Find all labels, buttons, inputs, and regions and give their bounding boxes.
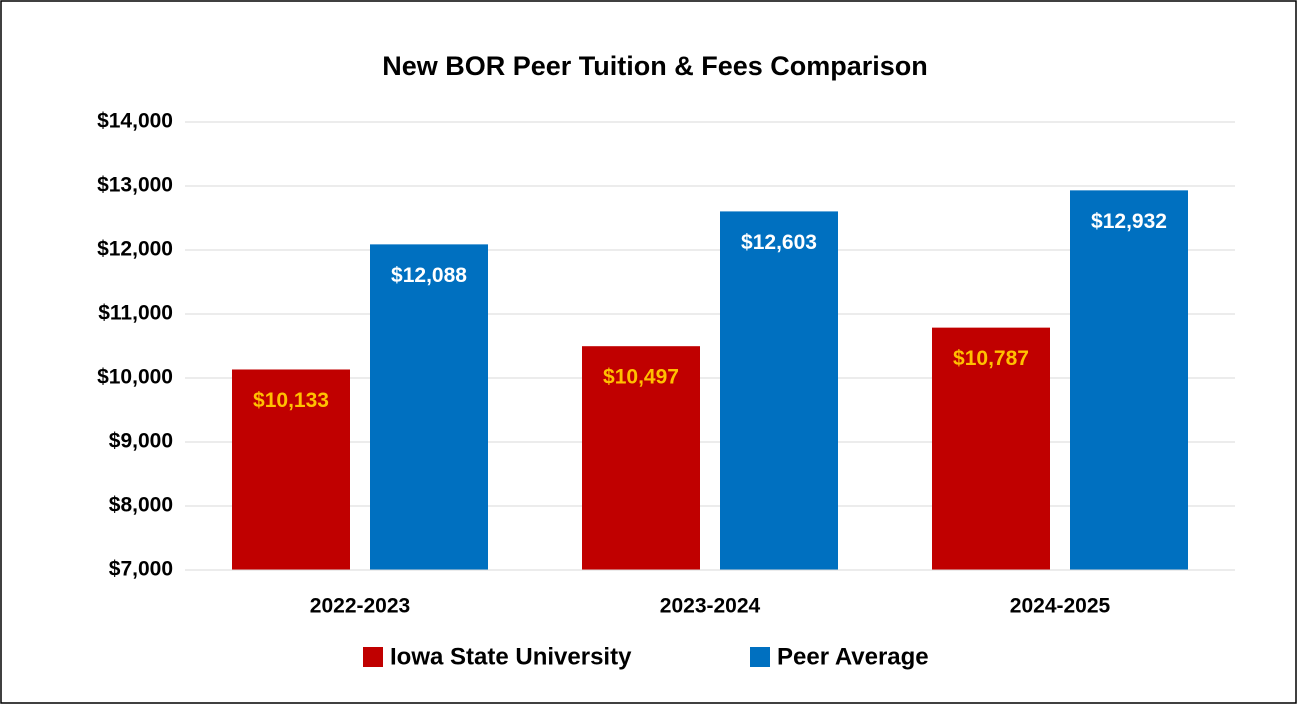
bar (232, 369, 350, 570)
data-label: $12,603 (741, 231, 817, 254)
x-tick-label: 2023-2024 (660, 595, 761, 618)
data-label: $10,497 (603, 366, 679, 389)
bar (720, 211, 838, 570)
bar (582, 346, 700, 570)
y-tick-label: $13,000 (97, 174, 173, 197)
x-tick-label: 2022-2023 (310, 595, 410, 618)
y-tick-label: $11,000 (98, 302, 173, 325)
data-label: $10,787 (953, 347, 1029, 370)
y-tick-label: $10,000 (97, 366, 173, 389)
legend-swatch (750, 647, 770, 667)
y-tick-label: $12,000 (97, 238, 173, 261)
bar (370, 244, 488, 571)
legend-label: Iowa State University (390, 643, 632, 670)
bar (932, 327, 1050, 570)
y-tick-label: $7,000 (109, 558, 173, 581)
y-tick-label: $14,000 (97, 110, 173, 133)
chart-title: New BOR Peer Tuition & Fees Comparison (382, 51, 928, 81)
data-label: $12,088 (391, 264, 467, 287)
y-tick-label: $8,000 (109, 494, 173, 517)
legend-swatch (363, 647, 383, 667)
bar (1070, 190, 1188, 571)
x-tick-label: 2024-2025 (1010, 595, 1111, 618)
legend-label: Peer Average (777, 643, 929, 670)
data-label: $12,932 (1091, 210, 1167, 233)
data-label: $10,133 (253, 389, 329, 412)
y-tick-label: $9,000 (109, 430, 173, 453)
